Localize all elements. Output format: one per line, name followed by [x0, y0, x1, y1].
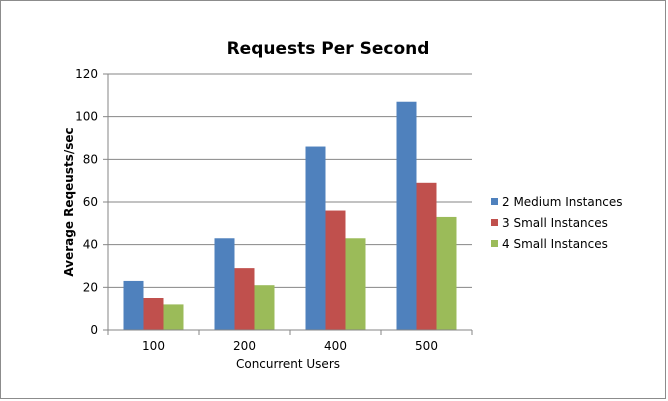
legend-label: 3 Small Instances — [502, 216, 608, 230]
legend-swatch — [491, 198, 498, 205]
legend-swatch — [491, 240, 498, 247]
x-tick-label: 200 — [233, 339, 256, 353]
bars — [123, 101, 457, 330]
bar-2-medium-instances-400 — [305, 146, 326, 330]
bar-3-small-instances-400 — [325, 210, 346, 330]
legend-label: 2 Medium Instances — [502, 195, 623, 209]
bar-3-small-instances-100 — [143, 298, 164, 330]
legend-swatch — [491, 219, 498, 226]
bar-2-medium-instances-100 — [123, 280, 144, 330]
bar-4-small-instances-400 — [345, 238, 366, 330]
y-tick-label: 40 — [83, 238, 98, 252]
x-tick-label: 500 — [415, 339, 438, 353]
bar-2-medium-instances-500 — [396, 101, 417, 330]
bar-4-small-instances-500 — [436, 216, 457, 330]
y-axis-label: Average Reqeusts/sec — [62, 127, 76, 276]
x-tick-label: 100 — [142, 339, 165, 353]
y-axis-ticks: 0 20 40 60 80 100 120 — [75, 67, 108, 337]
bar-4-small-instances-200 — [254, 285, 275, 330]
bar-4-small-instances-100 — [163, 304, 184, 330]
bar-2-medium-instances-200 — [214, 238, 235, 330]
y-tick-label: 80 — [83, 152, 98, 166]
legend: 2 Medium Instances 3 Small Instances 4 Sma… — [491, 195, 623, 251]
legend-label: 4 Small Instances — [502, 237, 608, 251]
x-tick-label: 400 — [324, 339, 347, 353]
bar-3-small-instances-500 — [416, 182, 437, 330]
x-axis-label: Concurrent Users — [236, 357, 340, 371]
y-tick-label: 0 — [90, 323, 98, 337]
y-tick-label: 60 — [83, 195, 98, 209]
x-axis-ticks: 100 200 400 500 — [107, 330, 473, 353]
y-tick-label: 20 — [83, 280, 98, 294]
chart-title: Requests Per Second — [227, 39, 430, 59]
y-tick-label: 100 — [75, 110, 98, 124]
y-tick-label: 120 — [75, 67, 98, 81]
bar-3-small-instances-200 — [234, 268, 255, 330]
